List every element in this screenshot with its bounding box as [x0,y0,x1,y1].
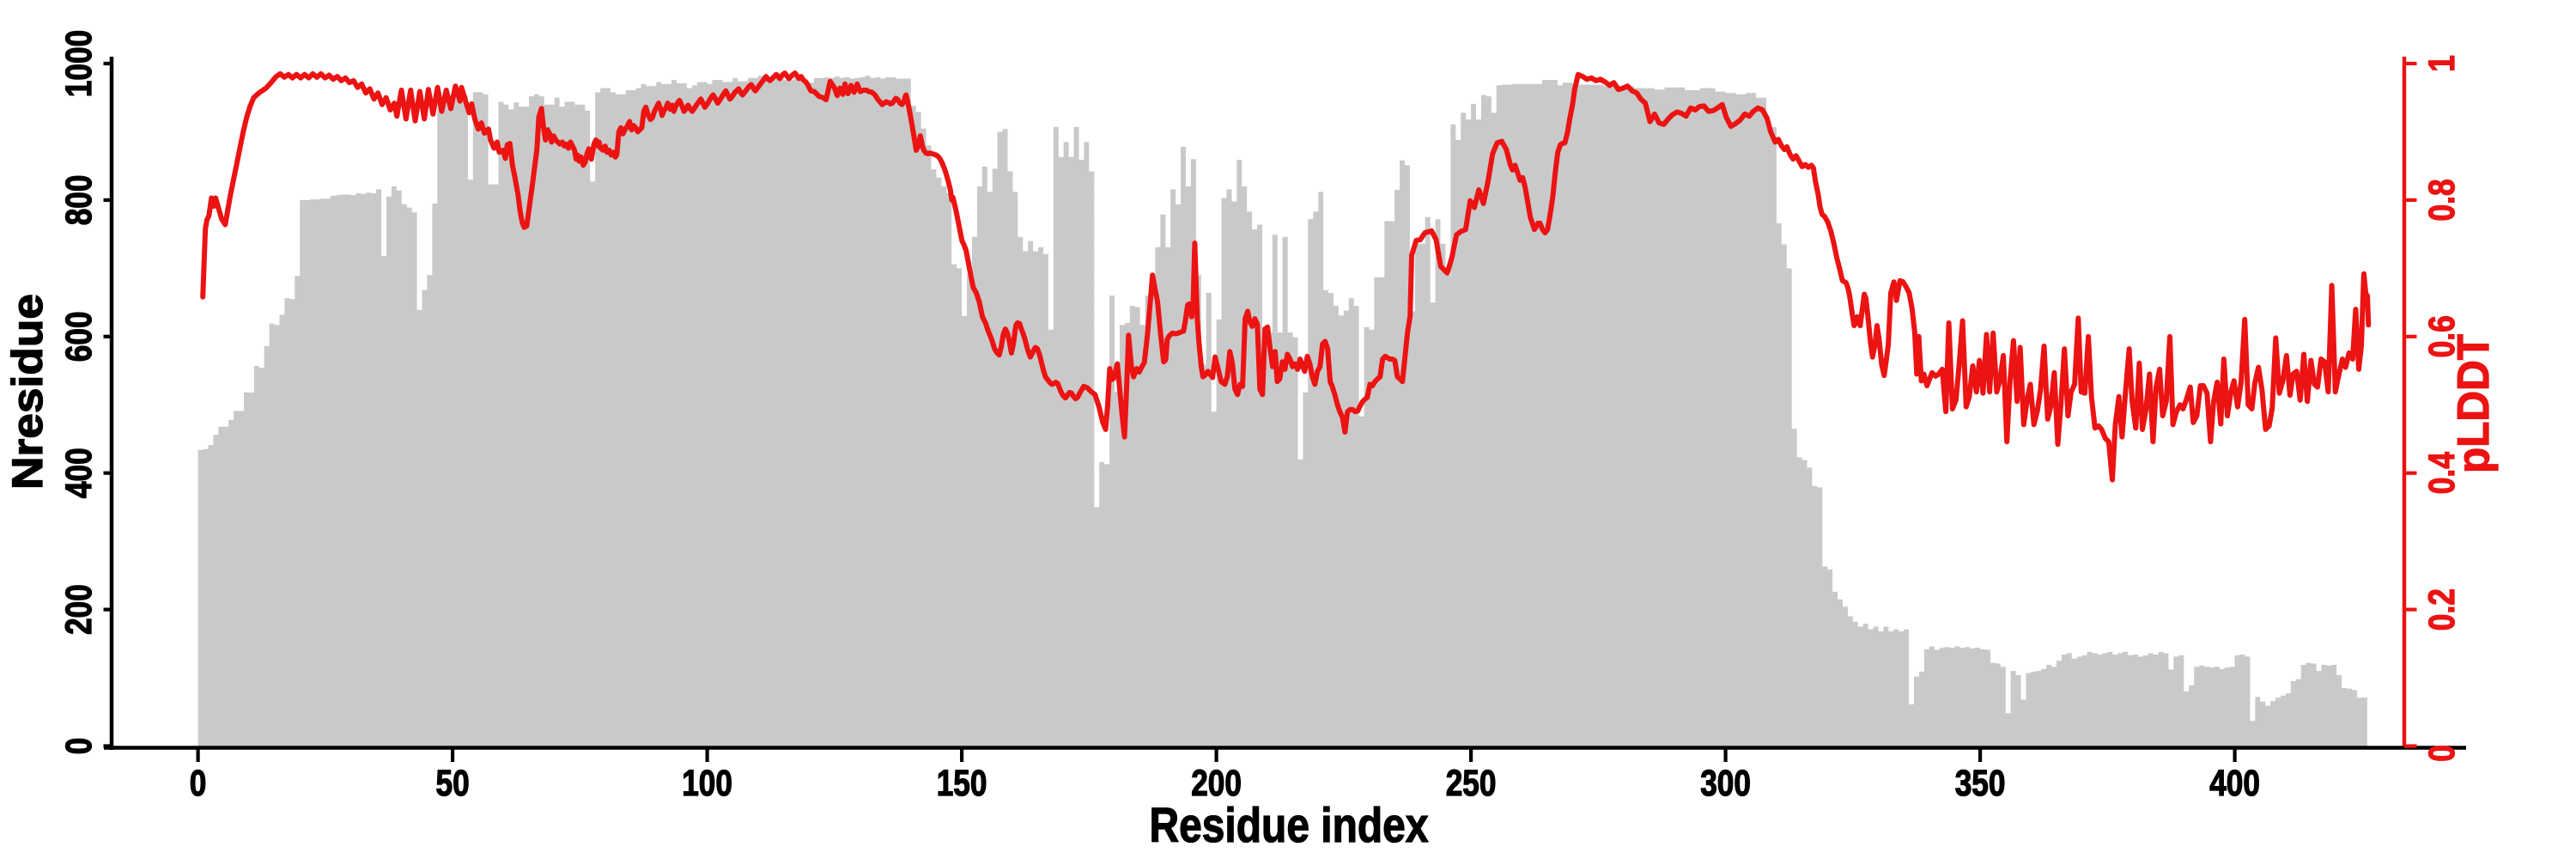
svg-text:0.4: 0.4 [2421,452,2463,494]
svg-text:400: 400 [58,448,100,498]
svg-text:Nresidue: Nresidue [3,294,52,490]
svg-text:400: 400 [2209,763,2260,804]
svg-text:250: 250 [1446,763,1497,804]
svg-text:0: 0 [2421,745,2463,762]
svg-text:1: 1 [2421,55,2463,72]
svg-text:200: 200 [58,584,100,635]
svg-text:800: 800 [58,174,100,225]
svg-text:0.6: 0.6 [2421,315,2463,357]
svg-text:0: 0 [58,738,100,755]
svg-text:600: 600 [58,311,100,362]
svg-text:0.8: 0.8 [2421,179,2463,221]
svg-text:150: 150 [937,763,987,804]
svg-text:0.2: 0.2 [2421,588,2463,631]
svg-text:1000: 1000 [58,30,100,97]
svg-text:pLDDT: pLDDT [2449,334,2499,473]
svg-text:Residue index: Residue index [1150,798,1429,853]
svg-text:300: 300 [1700,763,1751,804]
svg-text:350: 350 [1955,763,2006,804]
svg-text:0: 0 [190,763,207,804]
svg-text:50: 50 [436,763,470,804]
svg-text:200: 200 [1191,763,1242,804]
svg-text:100: 100 [682,763,732,804]
